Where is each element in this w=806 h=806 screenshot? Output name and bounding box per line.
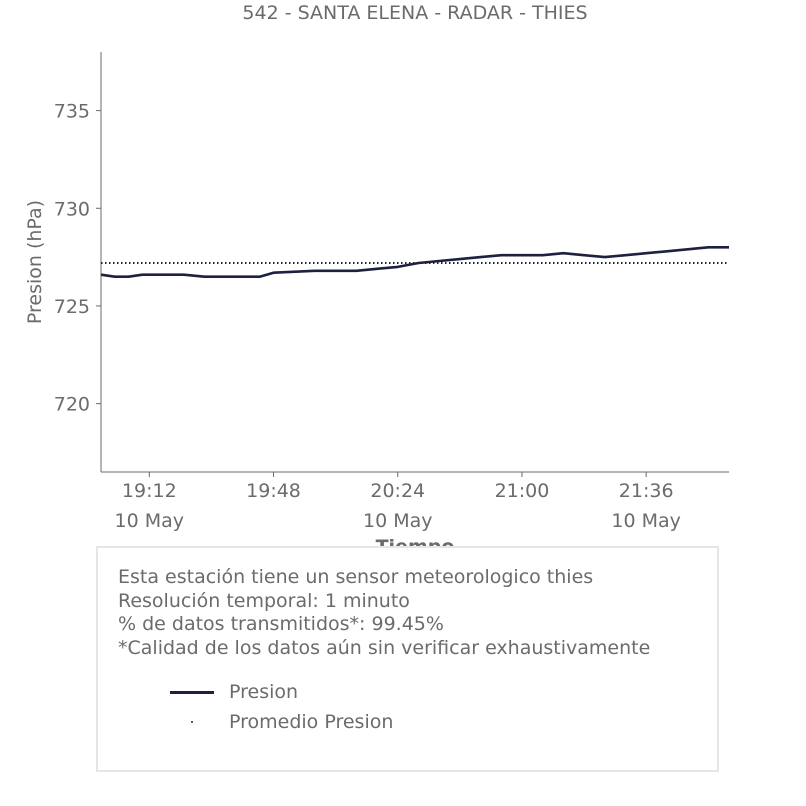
info-legend-box: Esta estación tiene un sensor meteorolog… (96, 546, 719, 772)
legend-label-presion: Presion (229, 681, 299, 703)
y-axis-label: Presion (hPa) (24, 200, 46, 324)
chart-marks (100, 246, 729, 279)
info-line-resolution: Resolución temporal: 1 minuto (118, 589, 410, 612)
chart-title: 542 - SANTA ELENA - RADAR - THIES (242, 2, 588, 24)
info-text: Esta estación tiene un sensor meteorolog… (118, 566, 650, 660)
y-tick-label: 725 (54, 296, 90, 318)
x-tick-label: 21:00 (495, 480, 550, 502)
info-line-transmitted: % de datos transmitidos*: 99.45% (118, 613, 444, 635)
x-tick-label: 19:48 (246, 480, 301, 502)
chart-axes: 720 725 730 735 19:12 10 May 19:48 20:24 10 May 2… (24, 52, 729, 558)
info-line-quality: *Calidad de los datos aún sin verificar … (118, 636, 651, 659)
legend-line-swatch (170, 680, 214, 704)
legend-item-promedio: Promedio Presion (170, 710, 393, 734)
y-tick-label: 735 (54, 101, 90, 123)
legend-item-presion: Presion (170, 680, 298, 704)
x-tick-date-label: 10 May (115, 510, 185, 532)
x-tick-label: 21:36 (619, 480, 674, 502)
legend-label-promedio: Promedio Presion (229, 711, 394, 733)
legend-dot-swatch (170, 710, 214, 734)
series-line-presion (100, 246, 729, 279)
y-tick-label: 720 (54, 394, 90, 416)
y-tick-label: 730 (54, 198, 90, 220)
x-tick-label: 20:24 (370, 480, 425, 502)
info-line-sensor: Esta estación tiene un sensor meteorolog… (118, 566, 594, 588)
x-tick-label: 19:12 (122, 480, 177, 502)
x-tick-date-label: 10 May (363, 510, 433, 532)
x-tick-date-label: 10 May (611, 510, 681, 532)
